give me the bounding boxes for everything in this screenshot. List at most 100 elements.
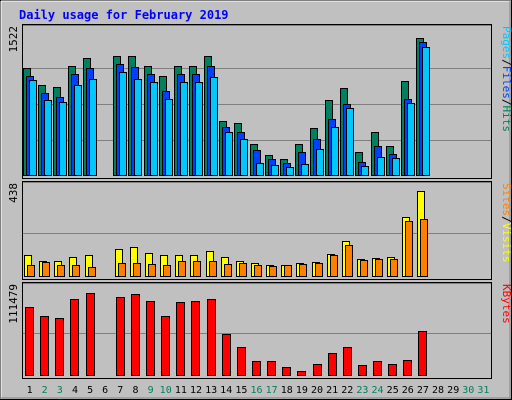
bar-kbytes-day-14: [222, 334, 231, 376]
day-label-20: 20: [311, 385, 323, 396]
bar-sites-day-5: [88, 267, 96, 277]
bar-pages-day-25: [392, 158, 400, 176]
bar-sites-day-18: [284, 265, 292, 277]
bar-sites-day-23: [360, 260, 368, 277]
axis-label-part: Sites: [500, 183, 512, 216]
bar-kbytes-day-15: [237, 347, 246, 376]
bar-pages-day-21: [331, 127, 339, 176]
bar-sites-day-10: [163, 265, 171, 277]
bar-sites-day-1: [27, 265, 35, 277]
bar-sites-day-15: [239, 263, 247, 277]
day-label-2: 2: [42, 385, 48, 396]
bar-sites-day-11: [178, 261, 186, 277]
bar-pages-day-27: [422, 47, 430, 176]
bar-pages-day-13: [210, 77, 218, 176]
panel-kbytes: 111479 KBytes: [7, 282, 512, 379]
bar-kbytes-day-2: [40, 316, 49, 376]
bar-pages-day-22: [346, 108, 354, 176]
day-labels-group: 1 2 3 4 5 6 7 8 9 10 11 12 13 14 15 16 17 18 19 20 21 22 23 24 2…: [27, 385, 490, 396]
bar-pages-day-7: [119, 72, 127, 176]
day-label-15: 15: [235, 385, 247, 396]
bar-kbytes-day-20: [313, 364, 322, 376]
bar-sites-day-3: [57, 265, 65, 277]
day-label-26: 26: [402, 385, 414, 396]
bar-kbytes-day-1: [25, 307, 34, 376]
bar-pages-day-20: [316, 149, 324, 176]
bar-kbytes-day-24: [373, 361, 382, 376]
bar-kbytes-day-9: [146, 301, 155, 376]
bar-pages-day-17: [271, 165, 279, 176]
bar-kbytes-day-13: [207, 299, 216, 376]
bar-sites-day-22: [345, 245, 353, 277]
bar-sites-day-27: [420, 219, 428, 277]
bar-pages-day-1: [29, 80, 37, 176]
bar-pages-day-14: [225, 132, 233, 176]
bar-kbytes-day-18: [282, 367, 291, 376]
day-label-31: 31: [477, 385, 489, 396]
bar-pages-day-8: [134, 79, 142, 176]
day-label-3: 3: [57, 385, 63, 396]
bar-pages-day-18: [286, 167, 294, 176]
axis-label-part: Files: [500, 66, 512, 99]
day-label-11: 11: [175, 385, 187, 396]
bar-kbytes-day-26: [403, 360, 412, 376]
bar-pages-day-12: [195, 82, 203, 176]
bar-kbytes-day-16: [252, 361, 261, 376]
bar-pages-day-16: [256, 163, 264, 176]
day-label-13: 13: [205, 385, 217, 396]
axis-label-part: KBytes: [500, 284, 512, 324]
bar-kbytes-day-17: [267, 361, 276, 376]
bar-pages-day-19: [301, 164, 309, 176]
day-label-29: 29: [447, 385, 459, 396]
bar-kbytes-day-27: [418, 331, 427, 376]
bar-sites-day-25: [390, 259, 398, 277]
series-axis-label: Pages/Files/Hits: [500, 26, 512, 132]
day-label-14: 14: [220, 385, 232, 396]
series-axis-label: Sites/Visits: [500, 183, 512, 263]
axis-label-part: /: [500, 99, 512, 106]
bar-kbytes-day-10: [161, 316, 170, 376]
day-label-10: 10: [160, 385, 172, 396]
bar-kbytes-day-12: [191, 301, 200, 376]
panel-visits-sites: 438 Sites/Visits: [7, 181, 512, 280]
day-label-17: 17: [266, 385, 278, 396]
bar-pages-day-10: [165, 99, 173, 176]
bar-kbytes-day-4: [70, 299, 79, 376]
bar-sites-day-14: [224, 264, 232, 277]
bar-pages-day-2: [44, 100, 52, 176]
day-label-30: 30: [462, 385, 474, 396]
chart-title: Daily usage for February 2019: [19, 8, 229, 22]
bar-pages-day-5: [89, 79, 97, 176]
bar-kbytes-day-19: [297, 371, 306, 376]
day-label-28: 28: [432, 385, 444, 396]
bar-sites-day-8: [133, 263, 141, 277]
bar-kbytes-day-25: [388, 364, 397, 376]
bar-kbytes-day-22: [343, 347, 352, 376]
panels-group: 1522 Pages/Files/Hits 438 Sites/Visits11147…: [7, 24, 512, 379]
day-label-6: 6: [102, 385, 108, 396]
series-axis-label: KBytes: [500, 284, 512, 324]
bar-pages-day-23: [361, 166, 369, 176]
bar-sites-day-13: [209, 261, 217, 277]
bar-kbytes-day-21: [328, 353, 337, 376]
bar-pages-day-26: [407, 103, 415, 176]
bar-sites-day-24: [375, 259, 383, 277]
day-label-23: 23: [356, 385, 368, 396]
bar-kbytes-day-7: [116, 297, 125, 376]
day-label-19: 19: [296, 385, 308, 396]
day-label-24: 24: [371, 385, 383, 396]
bar-sites-day-21: [330, 255, 338, 277]
bar-sites-day-16: [254, 265, 262, 277]
bar-sites-day-19: [299, 264, 307, 277]
axis-label-part: Hits: [500, 106, 512, 133]
bar-kbytes-day-3: [55, 318, 64, 376]
bar-pages-day-4: [74, 85, 82, 176]
bar-kbytes-day-23: [358, 365, 367, 376]
y-max-label: 1522: [7, 26, 20, 53]
day-label-27: 27: [417, 385, 429, 396]
bar-sites-day-12: [193, 261, 201, 277]
day-label-22: 22: [341, 385, 353, 396]
day-label-4: 4: [72, 385, 78, 396]
day-label-18: 18: [281, 385, 293, 396]
